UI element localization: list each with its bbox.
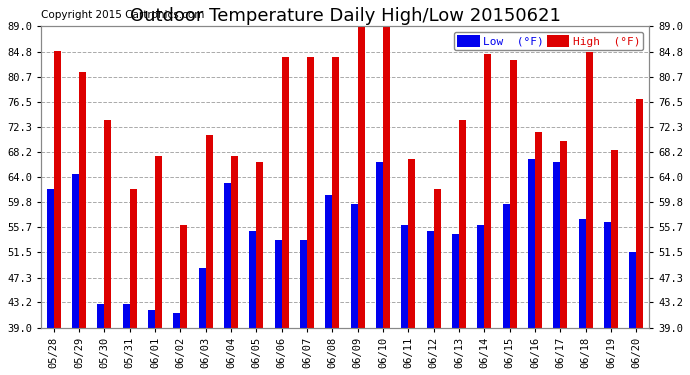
Bar bbox=[97, 304, 104, 328]
Bar bbox=[510, 60, 517, 328]
Bar bbox=[351, 204, 357, 328]
Bar bbox=[528, 159, 535, 328]
Bar bbox=[325, 195, 333, 328]
Bar bbox=[300, 240, 307, 328]
Bar bbox=[123, 304, 130, 328]
Bar bbox=[452, 234, 459, 328]
Bar bbox=[224, 183, 231, 328]
Bar bbox=[275, 240, 282, 328]
Bar bbox=[579, 219, 586, 328]
Bar bbox=[148, 310, 155, 328]
Bar bbox=[408, 159, 415, 328]
Bar bbox=[173, 313, 180, 328]
Legend: Low  (°F), High  (°F): Low (°F), High (°F) bbox=[454, 32, 644, 50]
Bar bbox=[357, 24, 365, 328]
Bar bbox=[426, 231, 434, 328]
Bar bbox=[199, 267, 206, 328]
Bar bbox=[383, 27, 390, 328]
Bar bbox=[130, 189, 137, 328]
Bar bbox=[629, 252, 636, 328]
Bar bbox=[72, 174, 79, 328]
Bar bbox=[231, 156, 238, 328]
Text: Copyright 2015 Cartronics.com: Copyright 2015 Cartronics.com bbox=[41, 10, 204, 21]
Bar bbox=[434, 189, 441, 328]
Bar bbox=[611, 150, 618, 328]
Bar bbox=[459, 120, 466, 328]
Bar bbox=[256, 162, 264, 328]
Bar bbox=[502, 204, 510, 328]
Bar bbox=[333, 57, 339, 328]
Bar bbox=[46, 189, 54, 328]
Bar bbox=[636, 99, 644, 328]
Bar bbox=[180, 225, 188, 328]
Bar bbox=[206, 135, 213, 328]
Bar bbox=[586, 52, 593, 328]
Bar bbox=[535, 132, 542, 328]
Bar bbox=[560, 141, 567, 328]
Bar bbox=[79, 72, 86, 328]
Bar bbox=[402, 225, 408, 328]
Bar bbox=[54, 51, 61, 328]
Bar bbox=[553, 162, 560, 328]
Bar bbox=[155, 156, 162, 328]
Bar bbox=[604, 222, 611, 328]
Bar bbox=[376, 162, 383, 328]
Title: Outdoor Temperature Daily High/Low 20150621: Outdoor Temperature Daily High/Low 20150… bbox=[130, 7, 560, 25]
Bar bbox=[282, 57, 288, 328]
Bar bbox=[477, 225, 484, 328]
Bar bbox=[249, 231, 256, 328]
Bar bbox=[307, 57, 314, 328]
Bar bbox=[484, 54, 491, 328]
Bar bbox=[104, 120, 111, 328]
